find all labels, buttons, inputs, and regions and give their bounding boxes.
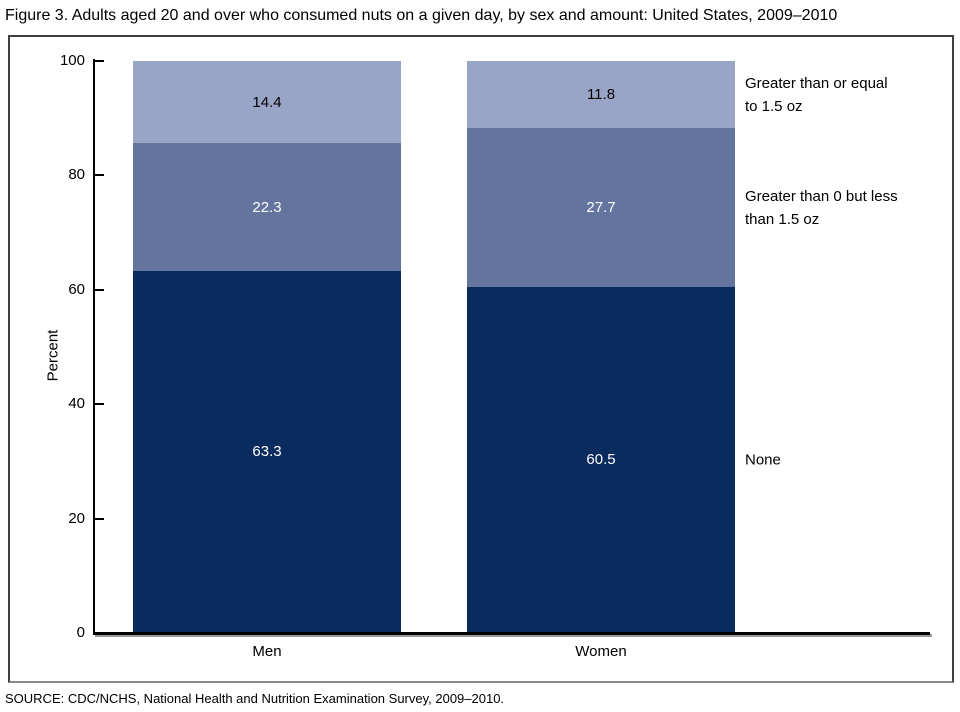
bar-segment	[133, 270, 401, 633]
x-axis-line	[93, 632, 930, 635]
y-tick-label: 20	[68, 509, 85, 527]
bar-segment	[133, 61, 401, 144]
y-tick-label: 40	[68, 395, 85, 413]
x-category-label: Women	[575, 643, 627, 660]
y-tick	[93, 60, 104, 62]
y-tick-label: 100	[59, 52, 85, 69]
y-tick	[93, 517, 104, 520]
bar-segment	[467, 61, 735, 129]
y-axis-label: Percent	[44, 329, 62, 382]
bar-segment	[133, 143, 401, 271]
chart-frame: Percent 0 20 40 60 80 100 63.3 22.3 14.4 Men 60.5 2…	[8, 35, 954, 683]
bar-segment	[467, 286, 735, 633]
y-tick-label: 0	[76, 624, 85, 641]
source-note: SOURCE: CDC/NCHS, National Health and Nu…	[5, 691, 505, 706]
y-tick	[93, 403, 104, 406]
y-axis-line	[93, 59, 95, 635]
chart-title: Figure 3. Adults aged 20 and over who co…	[5, 7, 838, 24]
y-tick	[93, 174, 104, 177]
legend-item: None	[745, 451, 781, 469]
x-category-label: Men	[252, 643, 282, 660]
y-tick-label: 60	[68, 280, 85, 298]
plot-area: Percent 0 20 40 60 80 100 63.3 22.3 14.4 Men 60.5 2…	[10, 37, 952, 681]
legend-item: Greater than 0 but less than 1.5 oz	[745, 187, 898, 228]
bar-segment	[467, 128, 735, 287]
y-tick-label: 80	[68, 166, 85, 184]
y-tick	[93, 288, 104, 291]
legend-item: Greater than or equal to 1.5 oz	[745, 74, 888, 115]
